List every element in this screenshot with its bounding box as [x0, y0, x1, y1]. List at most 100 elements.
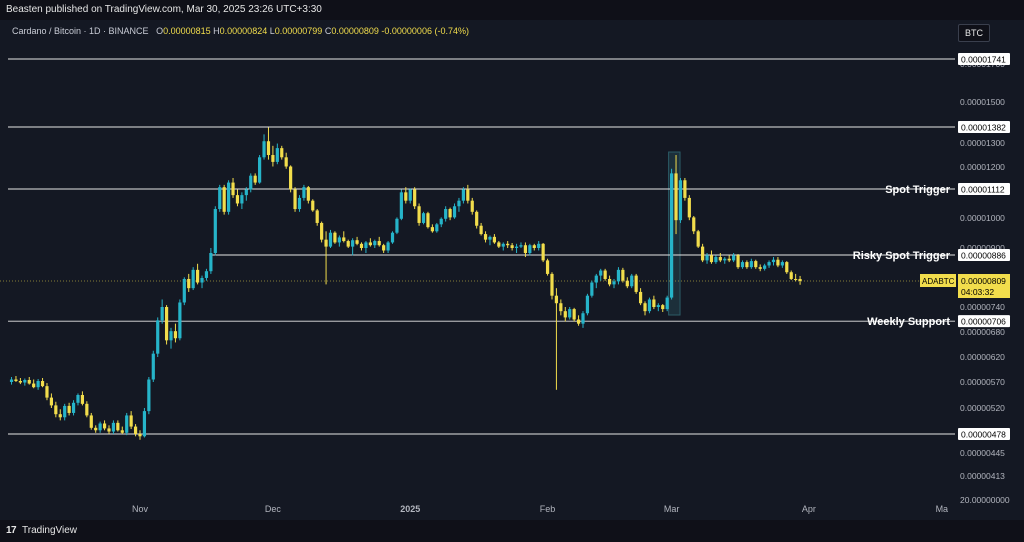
candle-body: [151, 353, 155, 380]
candle-body: [386, 242, 390, 251]
candle-body: [227, 182, 231, 212]
candle-body: [351, 240, 355, 247]
candle-body: [532, 245, 536, 248]
candle-body: [692, 217, 696, 232]
candle-body: [195, 269, 200, 283]
candle-body: [280, 148, 284, 158]
candle-body: [249, 175, 253, 190]
candle-body: [656, 305, 660, 307]
high-label: H: [213, 26, 220, 36]
candle-body: [519, 245, 523, 247]
level-name: Spot Trigger: [885, 184, 951, 196]
change-value: -0.00000006 (-0.74%): [381, 26, 469, 36]
candle-body: [355, 240, 359, 244]
y-tick-label: 0.00000413: [960, 471, 1005, 481]
candle-body: [647, 299, 652, 312]
candle-body: [528, 245, 532, 253]
candle-body: [178, 302, 182, 339]
symbol-tag-label: ADABTC: [922, 277, 955, 286]
candle-body: [430, 227, 434, 232]
candle-body: [107, 428, 111, 432]
candle-body: [191, 269, 195, 289]
candle-body: [182, 278, 186, 303]
candle-body: [732, 255, 736, 261]
candle-body: [9, 379, 14, 382]
candle-body: [479, 225, 483, 235]
candle-body: [111, 422, 116, 432]
candle-body: [116, 422, 120, 431]
y-tick-label: 0.00000520: [960, 403, 1005, 413]
candle-body: [413, 189, 417, 207]
symbol-header: Cardano / Bitcoin · 1D · BINANCE O0.0000…: [12, 26, 469, 36]
candle-body: [466, 189, 470, 201]
candle-body: [563, 311, 567, 318]
candle-body: [129, 415, 133, 427]
candle-body: [80, 395, 85, 404]
candle-body: [701, 246, 705, 261]
low-value: 0.00000799: [274, 26, 323, 36]
candle-body: [603, 270, 607, 279]
candle-body: [727, 258, 731, 261]
candle-body: [483, 234, 488, 240]
candle-body: [630, 275, 634, 287]
candle-body: [404, 192, 408, 201]
candle-body: [572, 309, 576, 320]
candle-body: [457, 200, 461, 207]
candle-body: [275, 148, 279, 162]
candle-body: [218, 187, 222, 210]
candle-body: [133, 426, 138, 434]
candle-body: [364, 242, 368, 248]
candle-body: [497, 242, 501, 247]
candle-body: [776, 259, 780, 266]
candle-body: [71, 402, 76, 413]
candle-body: [607, 278, 612, 285]
candle-body: [328, 232, 333, 247]
candle-body: [754, 261, 758, 268]
y-tick-label: 0.00000570: [960, 377, 1005, 387]
candle-body: [634, 275, 638, 292]
candle-body: [714, 257, 718, 263]
candle-body: [18, 381, 22, 383]
candle-body: [284, 157, 288, 167]
candle-body: [767, 262, 771, 266]
candle-body: [785, 262, 789, 273]
publish-line: Beasten published on TradingView.com, Ma…: [6, 4, 322, 15]
candle-body: [204, 271, 209, 278]
candle-body: [125, 415, 129, 433]
candle-body: [311, 200, 315, 211]
candle-body: [258, 157, 262, 183]
candle-body: [14, 379, 18, 381]
tradingview-brand: TradingView: [22, 525, 78, 536]
countdown-label: 04:03:32: [961, 287, 994, 297]
candle-body: [382, 245, 386, 251]
level-name: Weekly Support: [867, 316, 950, 328]
candle-body: [585, 295, 590, 314]
candle-body: [359, 243, 364, 248]
candle-body: [705, 255, 709, 261]
candle-body: [271, 155, 275, 162]
chart-area[interactable]: Spot Trigger Risky Spot Trigger Weekly Sup…: [0, 20, 1024, 520]
candle-body: [581, 313, 585, 324]
candle-body: [240, 195, 244, 204]
candle-body: [506, 243, 510, 246]
candle-body: [49, 397, 53, 406]
level-price-label: 0.00000886: [961, 251, 1006, 261]
candle-body: [541, 243, 545, 261]
currency-badge[interactable]: BTC: [958, 24, 990, 42]
candle-body: [169, 331, 173, 341]
level-price-tag: [958, 121, 1010, 133]
footer-bar: 17 TradingView: [0, 520, 1024, 542]
candle-body: [156, 320, 160, 354]
candle-body: [253, 175, 257, 183]
y-tick-label: 0.00001300: [960, 138, 1005, 148]
candle-body: [794, 278, 798, 280]
level-price-tag: [958, 249, 1010, 261]
candle-body: [85, 403, 89, 416]
price-chart[interactable]: Spot Trigger Risky Spot Trigger Weekly Sup…: [0, 20, 1024, 520]
candle-body: [475, 211, 479, 226]
candle-body: [448, 209, 452, 218]
highlight-box: [668, 151, 681, 316]
candle-body: [514, 246, 519, 248]
candle-body: [621, 269, 625, 281]
candle-body: [545, 260, 550, 274]
